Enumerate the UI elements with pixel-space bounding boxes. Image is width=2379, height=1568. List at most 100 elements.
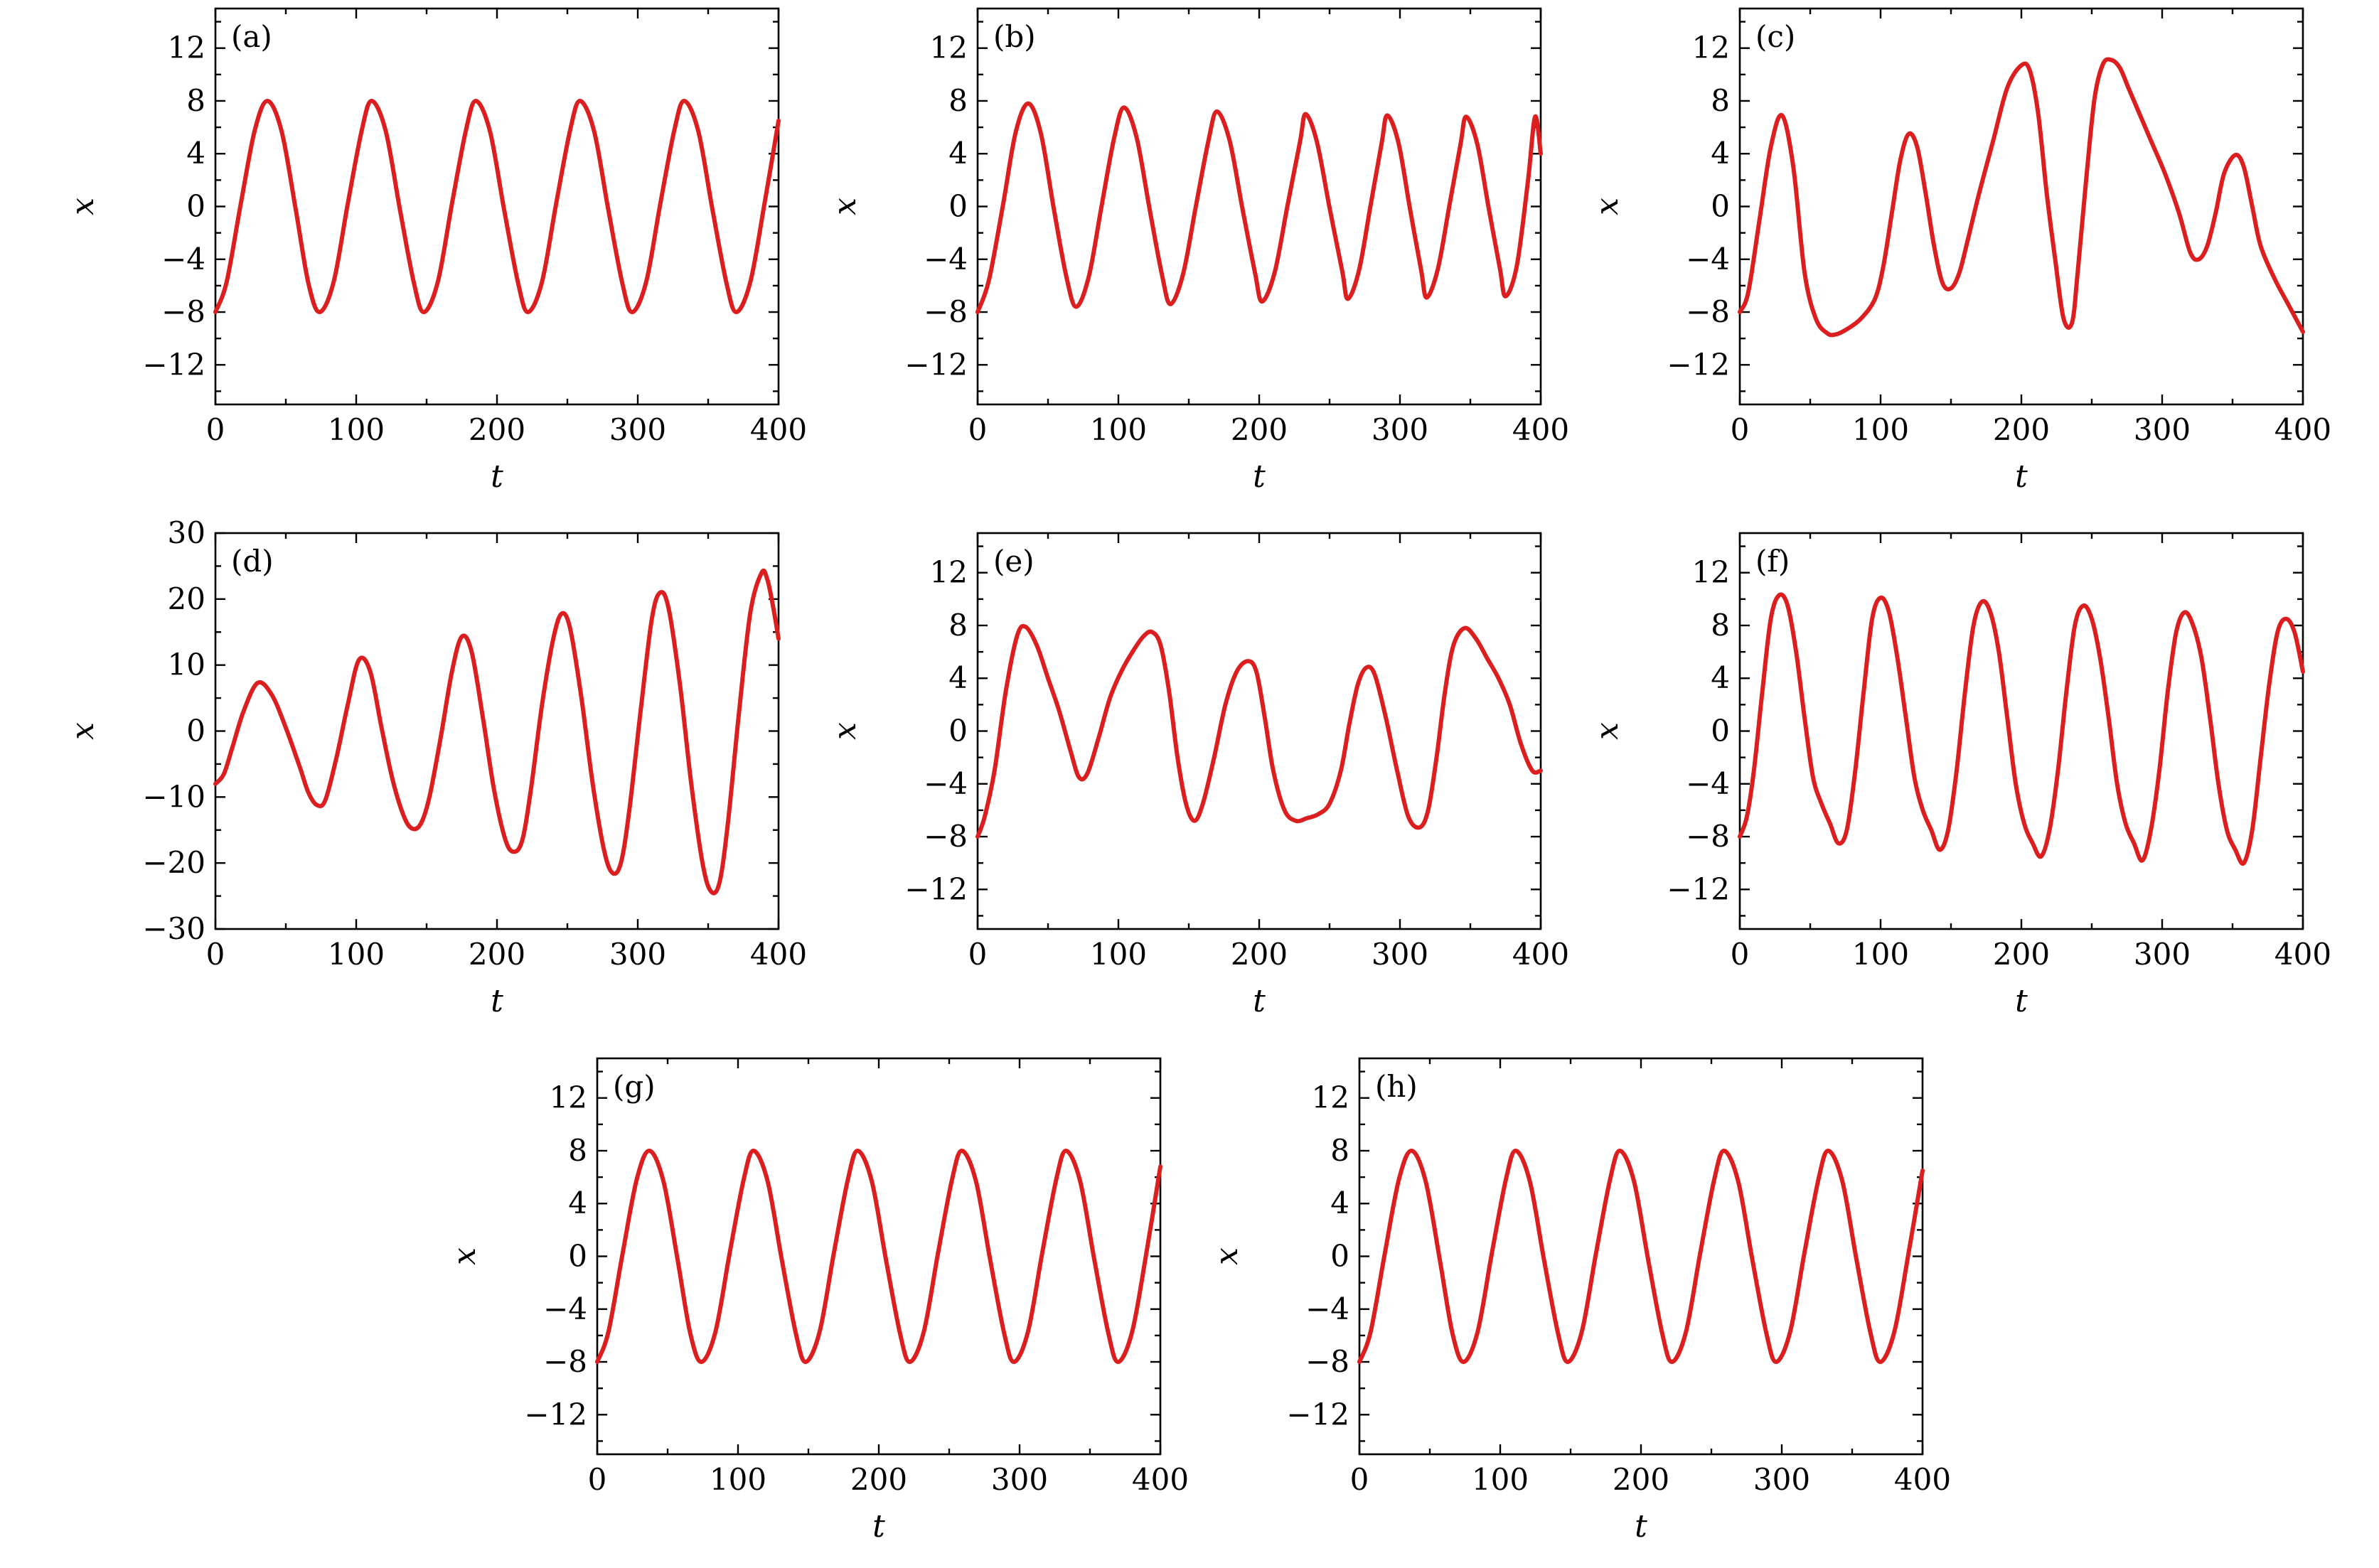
y-tick-label: 0 bbox=[186, 189, 205, 224]
y-axis-label: x bbox=[827, 198, 863, 215]
x-tick-label: 300 bbox=[609, 412, 666, 447]
chart-panel-g: 0 100 200 300 400 12 8 4 0 −4 −8 −12 t x (g) bbox=[447, 1057, 1189, 1545]
y-tick-label: −8 bbox=[161, 294, 205, 329]
panel-label: (a) bbox=[231, 19, 272, 54]
plot-frame bbox=[596, 1057, 1162, 1456]
y-tick-label: −8 bbox=[1686, 819, 1730, 854]
x-tick-label: 300 bbox=[1372, 937, 1428, 972]
y-axis-label: x bbox=[1209, 1247, 1245, 1265]
y-axis-label: x bbox=[447, 1247, 483, 1265]
series-line bbox=[213, 98, 781, 315]
y-tick-label: 0 bbox=[948, 714, 968, 748]
y-tick-label: −12 bbox=[1286, 1397, 1349, 1432]
chart-panel-a: 0 100 200 300 400 12 8 4 0 −4 −8 −12 t x (a) bbox=[65, 7, 807, 495]
y-tick-label: −8 bbox=[1686, 294, 1730, 329]
y-tick-label: −4 bbox=[924, 766, 968, 801]
series-line bbox=[1738, 592, 2305, 866]
y-tick-label: −4 bbox=[1686, 766, 1730, 801]
x-tick-label: 400 bbox=[1894, 1462, 1951, 1497]
x-tick-label: 100 bbox=[710, 1462, 766, 1497]
x-tick-label: 200 bbox=[1993, 412, 2050, 447]
x-axis-label: t bbox=[872, 1508, 885, 1545]
y-tick-label: −10 bbox=[142, 779, 205, 814]
y-tick-label: 8 bbox=[1330, 1133, 1349, 1168]
y-tick-label: −8 bbox=[543, 1344, 587, 1379]
series-line bbox=[1738, 57, 2305, 338]
y-axis-label: x bbox=[827, 722, 863, 740]
plot-frame bbox=[214, 7, 780, 406]
y-tick-label: 12 bbox=[1692, 31, 1730, 65]
y-tick-label: 20 bbox=[168, 581, 205, 616]
x-axis-label: t bbox=[491, 983, 503, 1019]
y-tick-label: −12 bbox=[904, 347, 968, 382]
y-tick-label: 8 bbox=[948, 83, 968, 118]
x-axis-label: t bbox=[1635, 1508, 1647, 1545]
y-tick-label: 4 bbox=[948, 136, 968, 171]
series-line bbox=[1357, 1148, 1925, 1365]
x-tick-label: 200 bbox=[469, 937, 525, 972]
panel-label: (d) bbox=[231, 544, 274, 579]
y-tick-label: 12 bbox=[1312, 1080, 1349, 1115]
y-tick-label: −12 bbox=[904, 871, 968, 906]
y-tick-label: 12 bbox=[930, 31, 968, 65]
x-tick-label: 400 bbox=[750, 937, 807, 972]
x-tick-label: 100 bbox=[1852, 412, 1909, 447]
y-tick-label: 8 bbox=[568, 1133, 587, 1168]
x-tick-label: 0 bbox=[206, 937, 225, 972]
y-tick-label: 0 bbox=[1330, 1239, 1349, 1274]
x-tick-label: 100 bbox=[1090, 412, 1147, 447]
x-tick-label: 300 bbox=[1753, 1462, 1810, 1497]
x-tick-label: 400 bbox=[2274, 937, 2331, 972]
y-tick-label: −4 bbox=[1686, 242, 1730, 276]
plot-frame bbox=[1738, 532, 2304, 930]
x-tick-label: 200 bbox=[1993, 937, 2050, 972]
x-tick-label: 300 bbox=[609, 937, 666, 972]
series-line bbox=[213, 568, 781, 896]
y-tick-label: −4 bbox=[924, 242, 968, 276]
y-tick-label: 0 bbox=[1711, 189, 1730, 224]
chart-panel-f: 0 100 200 300 400 12 8 4 0 −4 −8 −12 t x (f) bbox=[1589, 532, 2331, 1019]
x-tick-label: 400 bbox=[1512, 412, 1569, 447]
chart-panel-b: 0 100 200 300 400 12 8 4 0 −4 −8 −12 t x (b) bbox=[827, 7, 1569, 495]
x-tick-label: 300 bbox=[991, 1462, 1048, 1497]
y-tick-label: 8 bbox=[1711, 608, 1730, 643]
y-tick-label: 4 bbox=[1711, 660, 1730, 695]
y-tick-label: 8 bbox=[948, 608, 968, 643]
x-tick-label: 0 bbox=[1350, 1462, 1369, 1497]
x-tick-label: 200 bbox=[1613, 1462, 1669, 1497]
series-line bbox=[595, 1148, 1162, 1365]
panel-label: (g) bbox=[613, 1069, 656, 1104]
y-tick-label: 4 bbox=[186, 136, 205, 171]
chart-panel-e: 0 100 200 300 400 12 8 4 0 −4 −8 −12 t x (e) bbox=[827, 532, 1569, 1019]
y-tick-label: 12 bbox=[930, 555, 968, 590]
y-tick-label: 12 bbox=[1692, 555, 1730, 590]
x-axis-label: t bbox=[1253, 983, 1266, 1019]
y-tick-label: 12 bbox=[168, 31, 205, 65]
x-tick-label: 100 bbox=[328, 937, 385, 972]
x-tick-label: 100 bbox=[328, 412, 385, 447]
y-tick-label: −8 bbox=[924, 294, 968, 329]
x-tick-label: 300 bbox=[1372, 412, 1428, 447]
y-tick-label: −4 bbox=[543, 1292, 587, 1326]
panel-label: (b) bbox=[993, 19, 1036, 54]
x-tick-label: 400 bbox=[750, 412, 807, 447]
x-tick-label: 300 bbox=[2134, 937, 2191, 972]
panel-label: (e) bbox=[993, 544, 1035, 579]
y-tick-label: −12 bbox=[142, 347, 205, 382]
x-tick-label: 200 bbox=[1231, 937, 1288, 972]
y-tick-label: −8 bbox=[924, 819, 968, 854]
y-tick-label: 12 bbox=[550, 1080, 587, 1115]
y-tick-label: 4 bbox=[948, 660, 968, 695]
y-axis-label: x bbox=[65, 722, 101, 740]
x-tick-label: 400 bbox=[1132, 1462, 1189, 1497]
y-tick-label: 0 bbox=[568, 1239, 587, 1274]
x-tick-label: 100 bbox=[1472, 1462, 1529, 1497]
x-tick-label: 100 bbox=[1852, 937, 1909, 972]
y-tick-label: 8 bbox=[186, 83, 205, 118]
plot-frame bbox=[976, 532, 1542, 930]
x-tick-label: 400 bbox=[2274, 412, 2331, 447]
y-tick-label: 10 bbox=[168, 648, 205, 682]
plot-frame bbox=[214, 532, 780, 930]
panel-label: (f) bbox=[1755, 544, 1790, 579]
